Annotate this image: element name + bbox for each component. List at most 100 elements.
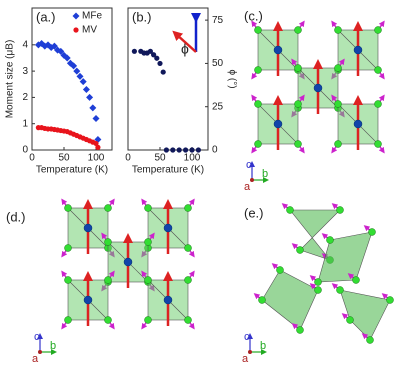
v-atom [254,140,262,148]
point [154,55,160,61]
arrow [172,30,197,53]
fe-atom [353,45,363,55]
annotation: ϕ [181,41,189,57]
fe-atom [163,223,173,233]
point [73,67,81,75]
point [170,147,176,153]
panel-label: (e.) [244,205,264,220]
axis-label: c [246,159,252,171]
y-tick-label: 4 [22,39,28,50]
y2-tick-label: 25 [212,101,224,112]
y-tick-label: 3 [22,66,28,77]
v-atom [294,100,302,108]
polyhedron [339,289,391,341]
point [157,60,163,67]
x-tick-label: 50 [58,153,70,164]
v-atom [374,140,382,148]
v-atom [254,66,262,74]
fe-atom [313,83,323,93]
v-atom [334,64,342,72]
panel-label: (b.) [132,9,152,24]
v-atom [144,276,152,284]
v-atom [254,26,262,34]
fe-atom [123,257,133,267]
point [151,52,157,58]
y2-tick-label: 50 [212,58,224,69]
point [189,147,195,153]
point [79,78,87,86]
v-atom [144,238,152,246]
point [195,147,201,153]
v-atom [144,204,152,212]
axis-label: a [32,353,39,365]
x-tick-label: 0 [29,153,35,164]
y-tick-label: 1 [22,118,28,129]
y2-axis-label: ϕ (°) [226,69,237,88]
v-atom [258,296,266,304]
v-atom [64,244,72,252]
x-tick-label: 100 [88,153,105,164]
v-atom [336,286,344,294]
v-atom [64,204,72,212]
x-axis-label: Temperature (K) [36,165,108,176]
point [93,140,99,147]
v-atom [334,100,342,108]
point [86,93,94,101]
point [82,86,90,94]
fe-atom [83,295,93,305]
axis-a [250,178,254,182]
v-atom [352,276,360,284]
fe-atom [163,295,173,305]
y-tick-label: 2 [22,92,28,103]
y-axis-label: Moment size (μB) [5,40,16,119]
fe-atom [273,45,283,55]
v-atom [334,26,342,34]
v-atom [314,286,322,294]
v-atom [184,244,192,252]
legend-marker [72,12,80,20]
v-atom [64,276,72,284]
x-axis-label: Temperature (K) [132,165,204,176]
y2-tick-label: 0 [212,145,218,156]
v-atom [374,100,382,108]
y-tick-label: 0 [22,145,28,156]
point [176,147,182,153]
axis-label: c [244,331,250,343]
point [92,114,100,122]
point [183,147,189,153]
point [50,42,58,50]
y2-tick-label: 75 [212,15,224,26]
point [63,54,71,62]
v-atom [368,228,376,236]
polyhedron [261,269,319,331]
v-atom [254,100,262,108]
v-atom [104,276,112,284]
v-atom [184,276,192,284]
v-atom [296,246,304,254]
axis-label: b [260,340,266,352]
legend-label: MFe [82,11,102,22]
point [89,104,97,112]
v-atom [144,316,152,324]
v-atom [64,316,72,324]
v-atom [294,64,302,72]
panel-label: (d.) [6,209,26,224]
x-tick-label: 0 [125,153,131,164]
v-atom [386,296,394,304]
point [95,144,101,150]
v-atom [184,204,192,212]
v-atom [366,336,374,344]
v-atom [336,206,344,214]
legend-marker [73,27,79,33]
v-atom [296,326,304,334]
x-tick-label: 100 [184,153,201,164]
v-atom [276,266,284,274]
v-atom [104,316,112,324]
point [131,48,137,54]
point [70,62,78,70]
v-atom [346,316,354,324]
axis-a [38,350,42,354]
point [57,47,65,55]
point [147,48,153,54]
